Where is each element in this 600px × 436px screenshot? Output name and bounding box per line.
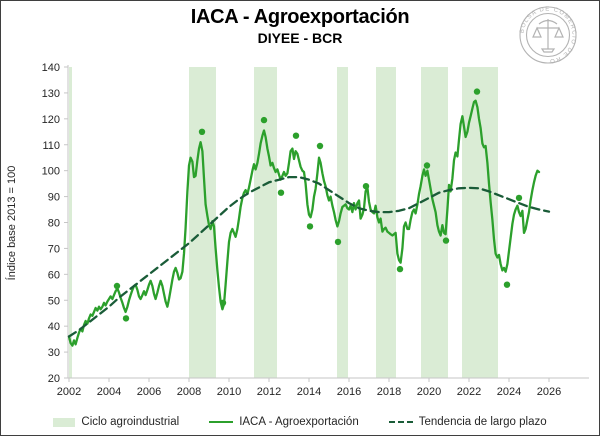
- y-tick-label: 130: [42, 88, 60, 100]
- turning-point-marker: [316, 142, 324, 150]
- x-tick-label: 2006: [137, 386, 161, 398]
- x-tick-label: 2018: [377, 386, 401, 398]
- y-tick-label: 70: [48, 243, 60, 255]
- page-title: IACA - Agroexportación: [190, 6, 410, 28]
- scales-icon: [532, 19, 564, 53]
- x-tick-label: 2016: [337, 386, 361, 398]
- y-tick-label: 110: [42, 140, 60, 152]
- cycle-band: [376, 67, 396, 378]
- turning-point-marker: [503, 281, 511, 288]
- trend-line: [67, 175, 551, 338]
- x-tick-label: 2004: [97, 386, 121, 398]
- turning-point-marker: [219, 299, 227, 306]
- y-tick-label: 50: [48, 295, 60, 307]
- legend-item-trend: Tendencia de largo plazo: [388, 416, 547, 428]
- turning-point-marker: [122, 315, 130, 322]
- iaca-line: [67, 99, 541, 347]
- turning-point-marker: [198, 128, 206, 135]
- trend-dash-swatch: [388, 421, 413, 423]
- x-tick-label: 2022: [457, 386, 481, 398]
- y-tick-label: 90: [48, 192, 60, 204]
- turning-point-marker: [473, 88, 481, 95]
- turning-point-marker: [292, 132, 300, 139]
- y-tick-label: 20: [48, 373, 60, 385]
- turning-point-marker: [334, 238, 342, 246]
- y-tick-label: 30: [48, 347, 60, 359]
- page-subtitle: DIYEE - BCR: [257, 30, 343, 46]
- cycle-band: [69, 67, 72, 378]
- x-tick-label: 2002: [57, 386, 81, 398]
- legend-label-cycle: Ciclo agroindustrial: [81, 416, 180, 428]
- seal-inner-ring: [525, 12, 571, 58]
- bcr-seal-logo: BOLSA DE COMERCIO DE ROSARIO: [512, 4, 577, 64]
- cycle-band-swatch: [53, 417, 76, 427]
- chart-legend: Ciclo agroindustrial IACA - Agroexportac…: [1, 416, 599, 428]
- x-tick-label: 2012: [257, 386, 281, 398]
- seal-outer-ring: [519, 6, 577, 64]
- turning-point-marker: [306, 223, 314, 230]
- turning-point-marker: [442, 237, 450, 244]
- turning-point-marker: [396, 265, 404, 273]
- legend-label-iaca: IACA - Agroexportación: [239, 416, 359, 428]
- turning-point-marker: [515, 194, 523, 202]
- y-tick-label: 80: [48, 218, 60, 230]
- legend-item-cycle: Ciclo agroindustrial: [53, 416, 179, 428]
- turning-point-marker: [113, 282, 121, 290]
- cycle-band: [254, 67, 277, 378]
- turning-point-marker: [362, 183, 370, 190]
- legend-label-trend: Tendencia de largo plazo: [418, 416, 547, 428]
- y-tick-label: 140: [42, 62, 60, 74]
- y-tick-label: 120: [42, 114, 60, 126]
- y-tick-label: 60: [48, 269, 60, 281]
- x-tick-label: 2024: [497, 386, 521, 398]
- cycle-band: [421, 67, 448, 378]
- turning-point-marker: [277, 189, 285, 196]
- turning-point-marker: [423, 162, 431, 169]
- iaca-line-swatch: [209, 421, 234, 423]
- cycle-band: [337, 67, 348, 378]
- y-tick-label: 40: [48, 321, 60, 333]
- x-tick-label: 2020: [417, 386, 441, 398]
- x-tick-label: 2026: [537, 386, 561, 398]
- turning-point-marker: [260, 116, 268, 124]
- x-tick-label: 2014: [297, 386, 321, 398]
- legend-item-iaca: IACA - Agroexportación: [209, 416, 359, 428]
- x-tick-label: 2010: [217, 386, 241, 398]
- x-tick-label: 2008: [177, 386, 201, 398]
- y-axis-title: Índice base 2013 = 100: [5, 166, 18, 281]
- y-tick-label: 100: [42, 166, 60, 178]
